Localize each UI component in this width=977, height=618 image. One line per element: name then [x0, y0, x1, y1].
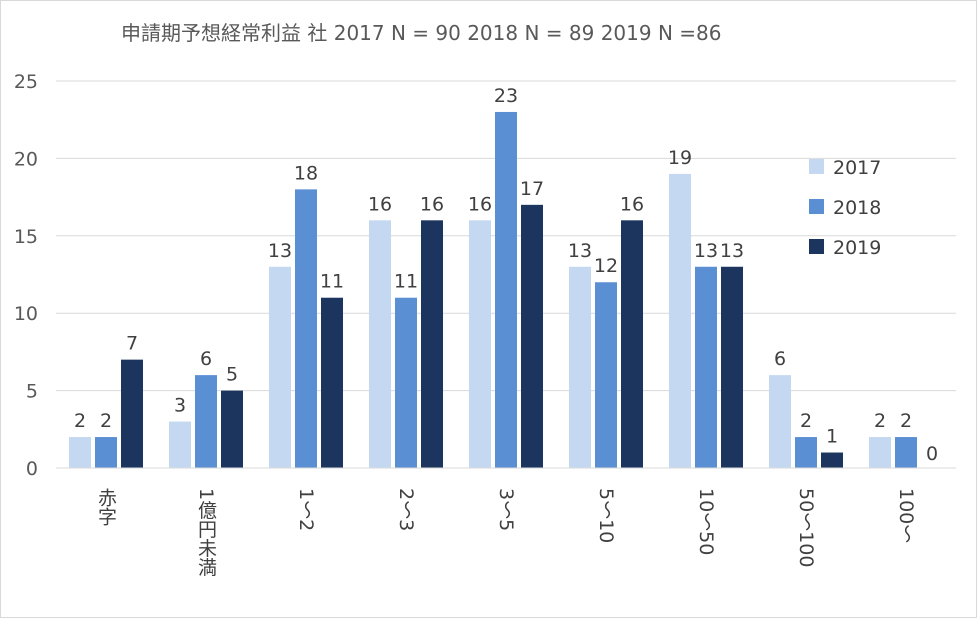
bar-2019	[221, 390, 243, 468]
bar-2017	[569, 266, 591, 468]
bar-2018	[395, 297, 417, 468]
data-label: 11	[320, 271, 344, 293]
data-label: 23	[494, 85, 518, 107]
data-label: 2	[74, 410, 86, 432]
bar-2018	[795, 437, 817, 468]
bar-2019	[721, 266, 743, 468]
data-label: 17	[520, 178, 544, 200]
bars	[69, 111, 917, 469]
data-label: 19	[668, 147, 692, 169]
bar-2018	[195, 375, 217, 468]
bar-2018	[295, 189, 317, 469]
data-label: 6	[200, 348, 212, 370]
bar-2017	[269, 266, 291, 468]
legend-swatch-2018	[809, 199, 824, 214]
x-category-label: 1～2	[295, 488, 317, 531]
data-label: 18	[294, 162, 318, 184]
y-tick-label: 25	[14, 71, 38, 93]
data-label: 5	[226, 364, 238, 386]
bar-2017	[669, 173, 691, 468]
data-label: 7	[126, 333, 138, 355]
bar-2019	[321, 297, 343, 468]
bar-2018	[95, 437, 117, 468]
x-category-label: 100～	[895, 488, 917, 543]
legend-label-2018: 2018	[833, 197, 881, 219]
x-category-label: 2～3	[395, 488, 417, 531]
bar-2017	[169, 421, 191, 468]
x-category-label: 10～50	[695, 488, 717, 555]
bar-2018	[495, 111, 517, 469]
chart-title: 申請期予想経常利益 社 2017 N = 90 2018 N = 89 2019…	[121, 21, 722, 45]
data-label: 13	[694, 240, 718, 262]
data-label: 11	[394, 271, 418, 293]
x-axis-categories: 赤字 1億円未満 1～2 2～3 3～5 5～10 10～50 50～100 100～	[95, 488, 917, 577]
bar-2017	[869, 437, 891, 468]
data-label: 2	[100, 410, 112, 432]
data-label: 13	[268, 240, 292, 262]
legend-swatch-2017	[809, 159, 824, 174]
data-label: 2	[900, 410, 912, 432]
data-label: 2	[800, 410, 812, 432]
legend-label-2019: 2019	[833, 237, 881, 259]
bar-2019	[521, 204, 543, 468]
data-label: 6	[774, 348, 786, 370]
data-label: 13	[568, 240, 592, 262]
data-label: 16	[468, 193, 492, 215]
x-category-label: 5～10	[595, 488, 617, 543]
bar-2018	[595, 282, 617, 468]
data-label: 16	[620, 193, 644, 215]
data-label: 16	[420, 193, 444, 215]
y-tick-label: 10	[14, 303, 38, 325]
bar-2019	[421, 220, 443, 468]
bar-2019	[621, 220, 643, 468]
bar-2019	[121, 359, 143, 468]
data-label: 1	[826, 426, 838, 448]
bar-2017	[69, 437, 91, 468]
legend: 2017 2018 2019	[809, 157, 881, 259]
data-label: 0	[926, 443, 938, 465]
bar-2018	[895, 437, 917, 468]
bar-2018	[695, 266, 717, 468]
x-category-label: 50～100	[795, 488, 817, 567]
data-label: 2	[874, 410, 886, 432]
x-category-label: 赤字	[95, 488, 117, 526]
y-axis-ticks: 0 5 10 15 20 25	[14, 71, 38, 480]
bar-2017	[769, 375, 791, 468]
bar-2017	[369, 220, 391, 468]
bar-2019	[821, 452, 843, 468]
y-tick-label: 20	[14, 148, 38, 170]
data-label: 13	[720, 240, 744, 262]
data-label: 12	[594, 255, 618, 277]
bar-2017	[469, 220, 491, 468]
x-category-label: 1億円未満	[195, 488, 217, 577]
legend-swatch-2019	[809, 239, 824, 254]
y-tick-label: 5	[26, 381, 38, 403]
data-label: 16	[368, 193, 392, 215]
y-tick-label: 0	[26, 458, 38, 480]
legend-label-2017: 2017	[833, 157, 881, 179]
y-tick-label: 15	[14, 226, 38, 248]
data-label: 3	[174, 395, 186, 417]
x-category-label: 3～5	[495, 488, 517, 531]
